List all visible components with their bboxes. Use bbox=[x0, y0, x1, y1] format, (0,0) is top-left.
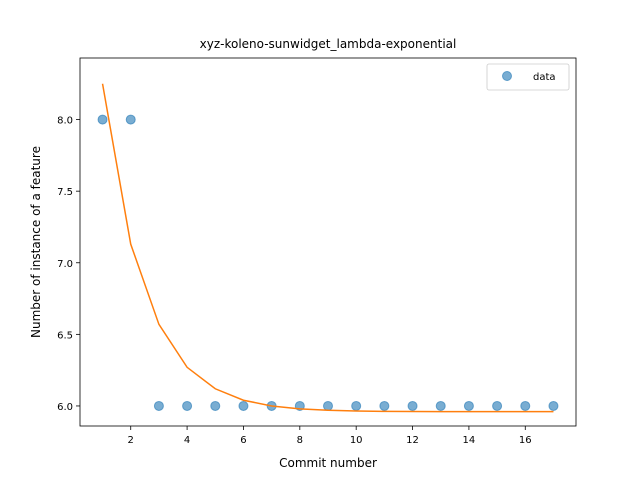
data-point bbox=[492, 400, 503, 411]
data-point bbox=[548, 400, 559, 411]
data-point bbox=[153, 400, 164, 411]
data-point bbox=[97, 114, 108, 125]
y-tick-label: 8.0 bbox=[57, 116, 73, 127]
data-point bbox=[210, 400, 221, 411]
x-tick-label: 8 bbox=[297, 435, 303, 446]
chart-title: xyz-koleno-sunwidget_lambda-exponential bbox=[200, 37, 457, 51]
legend-label-data: data bbox=[533, 72, 556, 83]
data-point bbox=[379, 400, 390, 411]
x-axis-label: Commit number bbox=[279, 456, 377, 470]
data-point bbox=[182, 400, 193, 411]
x-tick-label: 4 bbox=[184, 435, 190, 446]
legend-box bbox=[486, 63, 570, 91]
x-tick-label: 14 bbox=[463, 435, 476, 446]
x-axis-ticks: 2 4 6 8 10 12 14 16 bbox=[128, 426, 532, 446]
legend: data bbox=[486, 63, 570, 91]
x-tick-label: 10 bbox=[350, 435, 363, 446]
x-tick-label: 12 bbox=[406, 435, 419, 446]
y-tick-label: 7.5 bbox=[57, 187, 73, 198]
data-point bbox=[125, 114, 136, 125]
data-point bbox=[463, 400, 474, 411]
data-point bbox=[407, 400, 418, 411]
data-point bbox=[351, 400, 362, 411]
axes-frame bbox=[79, 57, 577, 427]
series-layer bbox=[97, 83, 559, 413]
data-point bbox=[520, 400, 531, 411]
fit-line bbox=[101, 83, 554, 413]
data-point bbox=[238, 400, 249, 411]
data-point bbox=[323, 400, 333, 411]
data-point bbox=[435, 400, 446, 411]
x-tick-label: 16 bbox=[519, 435, 532, 446]
y-tick-label: 6.0 bbox=[57, 402, 73, 413]
x-tick-label: 2 bbox=[128, 435, 134, 446]
legend-marker-data bbox=[502, 71, 512, 81]
y-axis-ticks: 6.0 6.5 7.0 7.5 8.0 bbox=[57, 116, 80, 413]
x-tick-label: 6 bbox=[240, 435, 246, 446]
y-axis-label: Number of instance of a feature bbox=[29, 146, 43, 338]
y-tick-label: 6.5 bbox=[57, 330, 73, 341]
y-tick-label: 7.0 bbox=[57, 259, 73, 270]
